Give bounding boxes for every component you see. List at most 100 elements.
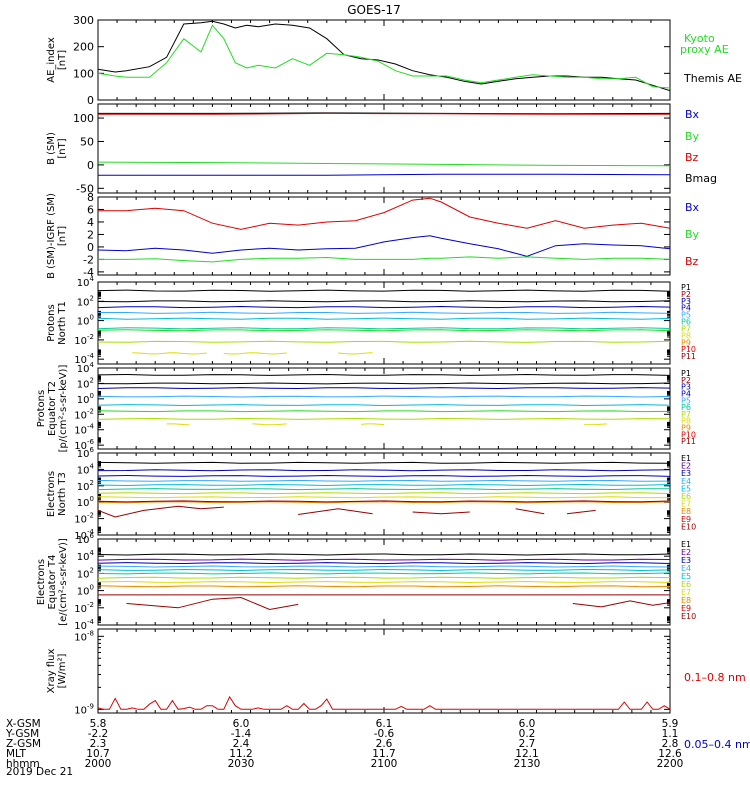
ephemeris-row-label: Y-GSM	[5, 728, 39, 740]
y-tick-label: -50	[76, 182, 94, 195]
channel-line	[98, 300, 670, 303]
panel-p_north: 10-4 10-2 100 102 104 Protons North T1 P1P2P3P4…	[46, 275, 696, 366]
channel-line	[98, 329, 670, 332]
channel-line	[98, 410, 670, 413]
y-axis-label: North T1	[57, 301, 68, 345]
legend-item: P7	[681, 410, 691, 419]
channel-line	[98, 500, 670, 503]
plot-title: GOES-17	[347, 3, 401, 17]
y-tick-label: 100	[73, 67, 94, 80]
channel-line	[98, 340, 670, 343]
legend-item: E5	[681, 484, 691, 493]
ephemeris-value: 2000	[85, 758, 112, 770]
ephemeris-value: -0.6	[374, 728, 395, 740]
data-layer	[98, 695, 670, 710]
channel-line	[98, 461, 670, 464]
channel-line	[98, 317, 670, 320]
y-tick-label: 100	[77, 584, 94, 598]
channel-line	[412, 511, 470, 515]
y-axis-label: [nT]	[57, 138, 68, 158]
y-tick-label: 100	[77, 495, 94, 509]
legend-item: E9	[681, 515, 691, 524]
ephemeris-value: 10.7	[86, 748, 109, 760]
series-line	[98, 173, 670, 176]
legend: Bx By Bz Bmag	[685, 108, 717, 185]
panel-frame	[97, 628, 671, 714]
channel-line	[98, 387, 670, 390]
y-tick-label: -2	[83, 253, 94, 266]
channel-line	[98, 483, 670, 487]
data-layer	[98, 112, 670, 176]
panel-e_equator: 10-4 10-2 100 102 104 106 Electrons Equator T4[…	[36, 532, 696, 632]
legend-item: E6	[681, 492, 691, 501]
channel-line	[584, 423, 608, 426]
legend-item: By	[685, 228, 700, 241]
channel-line	[572, 600, 670, 608]
y-tick-label: 0	[87, 241, 94, 254]
series-line	[98, 235, 670, 257]
y-tick-label: 10-9	[74, 702, 94, 716]
data-layer	[98, 20, 670, 92]
panel-xray: 10-8 10-9 Xray flux [W/m²] 0.1–0.8 nm 0.05–0.…	[46, 628, 750, 751]
y-tick-label: 2	[87, 228, 94, 241]
legend-item: Kyoto	[684, 32, 715, 45]
legend: Bx By Bz	[685, 201, 700, 268]
y-tick-label: 104	[77, 462, 95, 476]
legend-item: P7	[681, 324, 691, 333]
channel-line	[98, 576, 670, 579]
y-axis-label: B (SM)-IGRF (SM)	[46, 193, 57, 279]
channel-line	[132, 352, 207, 355]
legend-item: By	[685, 130, 700, 143]
data-layer	[98, 197, 670, 263]
channel-line	[98, 568, 670, 572]
series-line	[98, 161, 670, 167]
legend-item: P4	[681, 304, 691, 313]
channel-line	[98, 505, 224, 518]
y-axis-label: Xray flux	[46, 649, 57, 694]
y-axis-label: AE_index	[46, 37, 57, 83]
y-axis-label: North T3	[57, 472, 68, 516]
panel-frame	[97, 103, 671, 194]
ephemeris-value: 1.1	[662, 728, 679, 740]
legend-item: P11	[681, 437, 696, 446]
legend-item: E8	[681, 507, 691, 516]
y-tick-label: 10-8	[74, 629, 94, 643]
legend-item: E4	[681, 564, 691, 573]
y-tick-label: 10-4	[74, 618, 94, 632]
y-tick-label: 8	[87, 191, 94, 204]
legend-item: E9	[681, 604, 691, 613]
y-tick-label: 10-6	[74, 438, 94, 452]
channel-line	[98, 327, 670, 330]
ephemeris-value: -1.4	[231, 728, 252, 740]
channel-line	[126, 596, 299, 611]
ephemeris-value: 2200	[657, 758, 684, 770]
legend-item: Themis AE	[683, 72, 742, 85]
date-label: 2019 Dec 21	[6, 766, 73, 778]
legend-item: P2	[681, 376, 691, 385]
channel-line	[515, 508, 545, 515]
series-line	[98, 24, 670, 89]
ephemeris-row-label: Z-GSM	[6, 738, 41, 750]
ephemeris-value: 2030	[228, 758, 255, 770]
legend-item: P2	[681, 290, 691, 299]
y-tick-label: 106	[77, 446, 95, 460]
ephemeris-value: 12.6	[658, 748, 682, 760]
ephemeris-row-label: hhmm	[6, 758, 40, 770]
y-tick-label: 10-4	[74, 423, 94, 437]
panel-frame	[97, 367, 671, 450]
y-tick-label: 102	[77, 566, 94, 580]
channel-line	[98, 382, 670, 385]
ephemeris-row-label: MLT	[6, 748, 26, 760]
legend-item: E7	[681, 588, 691, 597]
y-tick-label: 104	[77, 275, 95, 289]
y-axis-label: [e/(cm²-s-sr-keV)]	[58, 538, 69, 626]
series-line	[98, 112, 670, 115]
ephemeris-row-label: X-GSM	[6, 718, 41, 730]
y-axis-label: [p/(cm²-s-sr-keV)]	[58, 365, 69, 453]
